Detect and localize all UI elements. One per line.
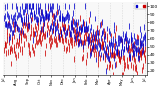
Legend: , : , xyxy=(135,3,145,9)
